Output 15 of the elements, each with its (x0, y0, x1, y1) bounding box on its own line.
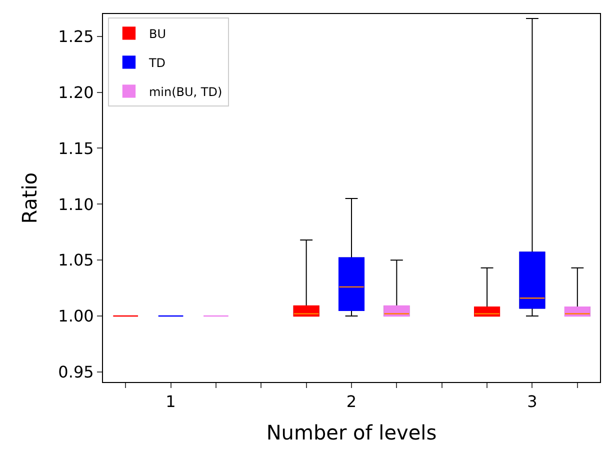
y-tick-label: 1.25 (58, 26, 94, 46)
y-tick-label: 1.15 (58, 138, 94, 158)
x-axis-title: Number of levels (266, 420, 437, 445)
y-tick-label: 0.95 (58, 362, 94, 382)
x-tick-label: 2 (346, 392, 357, 412)
legend-label: BU (148, 26, 166, 41)
x-tick-label: 3 (527, 392, 538, 412)
y-tick-label: 1.05 (58, 250, 94, 270)
x-tick-label: 1 (166, 392, 176, 412)
y-tick-label: 1.10 (58, 194, 94, 214)
legend-label: TD (148, 56, 166, 70)
legend-label: min(BU, TD) (148, 84, 222, 99)
y-tick-label: 1.20 (58, 82, 94, 102)
y-axis-title: Ratio (18, 172, 42, 224)
y-tick-label: 1.00 (58, 306, 94, 326)
